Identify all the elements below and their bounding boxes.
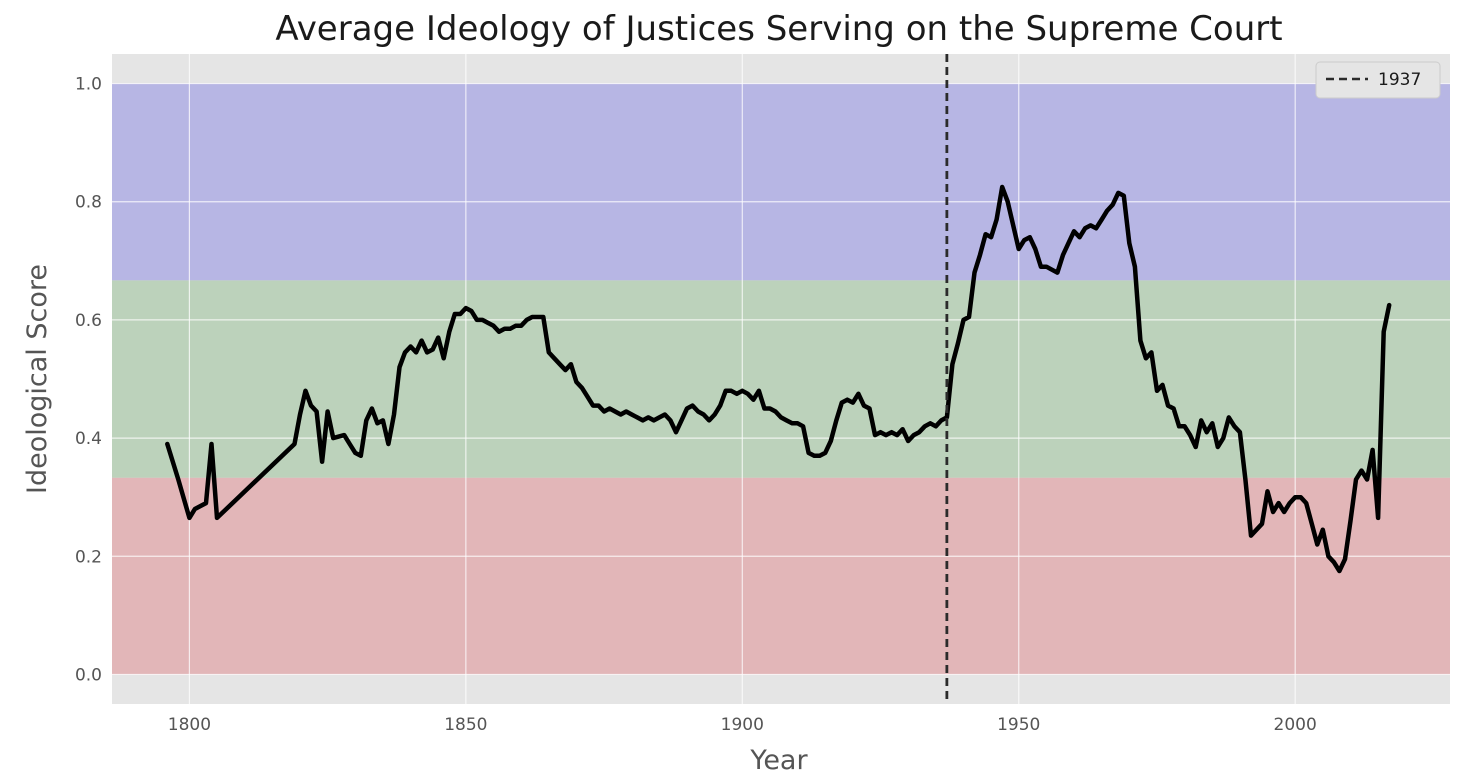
series-layer xyxy=(165,184,1392,574)
y-tick-label: 0.6 xyxy=(75,311,102,331)
legend: 1937 xyxy=(1315,61,1441,99)
y-tick-label: 0.4 xyxy=(75,429,102,449)
x-tick-label: 1900 xyxy=(721,715,764,735)
ideology-bands xyxy=(112,83,1450,675)
y-tick-label: 1.0 xyxy=(75,75,102,95)
x-tick-label: 2000 xyxy=(1274,715,1317,735)
x-tick-label: 1800 xyxy=(168,715,211,735)
grid-lines xyxy=(112,54,1450,704)
y-axis-label: Ideological Score xyxy=(22,264,53,494)
legend-box xyxy=(1315,61,1441,99)
x-axis-label: Year xyxy=(749,745,808,776)
band-1 xyxy=(112,280,1450,478)
band-2 xyxy=(112,83,1450,281)
legend-label-1937: 1937 xyxy=(1378,70,1421,90)
x-tick-label: 1850 xyxy=(444,715,487,735)
y-tick-label: 0.0 xyxy=(75,665,102,685)
x-tick-labels: 1800 1850 1900 1950 2000 xyxy=(168,715,1317,735)
y-tick-label: 0.2 xyxy=(75,547,102,567)
y-tick-label: 0.8 xyxy=(75,193,102,213)
x-tick-label: 1950 xyxy=(997,715,1040,735)
chart-title: Average Ideology of Justices Serving on … xyxy=(275,9,1282,49)
y-tick-labels: 0.0 0.2 0.4 0.6 0.8 1.0 xyxy=(75,75,102,686)
series-line-0 xyxy=(165,184,1392,574)
band-0 xyxy=(112,477,1450,675)
